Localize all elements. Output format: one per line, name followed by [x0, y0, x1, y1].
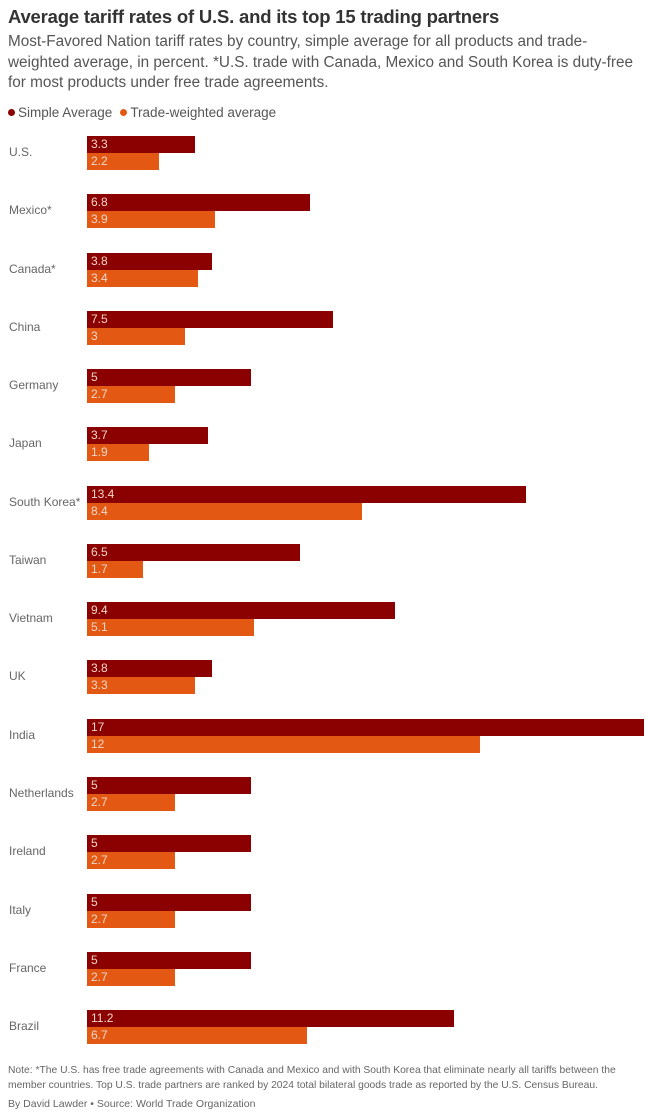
chart-title: Average tariff rates of U.S. and its top…	[8, 6, 500, 27]
bar-trade-weighted: 2.2	[87, 153, 160, 170]
bar-trade-weighted: 2.7	[87, 386, 176, 404]
bar-trade-weighted: 3.9	[87, 211, 215, 229]
data-label: 3.3	[91, 678, 108, 693]
data-label: 2.2	[91, 154, 108, 168]
bar-trade-weighted: 2.7	[87, 852, 176, 870]
bar-simple-average: 13.4	[87, 485, 527, 503]
legend-dot-simple-icon	[8, 109, 15, 116]
category-label: Netherlands	[9, 785, 74, 800]
bar-simple-average: 11.2	[87, 1010, 454, 1028]
category-label: Vietnam	[9, 611, 53, 626]
bar-simple-average: 7.5	[87, 310, 333, 328]
data-label: 8.4	[91, 503, 108, 518]
data-label: 2.7	[91, 853, 108, 868]
bar-trade-weighted: 3.3	[87, 677, 196, 695]
bar-chart: U.S. 3.3 2.2 Mexico* 6.8 3.9 Canada* 3.8 3.4 Chin…	[9, 136, 644, 1045]
category-label: UK	[9, 669, 26, 684]
bar-simple-average: 5	[87, 369, 251, 387]
category-label: France	[9, 960, 47, 975]
data-label: 3.8	[91, 253, 108, 268]
data-label: 5.1	[91, 620, 108, 635]
bar-trade-weighted: 1.9	[87, 444, 150, 462]
category-label: Japan	[9, 436, 42, 451]
bar-trade-weighted: 6.7	[87, 1027, 307, 1045]
data-label: 2.7	[91, 794, 108, 809]
category-label: Brazil	[9, 1019, 40, 1034]
data-label: 5	[91, 370, 98, 385]
data-label: 2.7	[91, 969, 108, 984]
bar-simple-average: 3.3	[87, 136, 196, 153]
category-label: Canada*	[9, 261, 56, 276]
data-label: 12	[91, 736, 105, 751]
data-label: 3.7	[91, 428, 108, 443]
data-label: 2.7	[91, 911, 108, 926]
bar-trade-weighted: 12	[87, 735, 481, 753]
data-label: 6.5	[91, 544, 108, 559]
legend-label-simple: Simple Average	[18, 105, 113, 120]
data-label: 3.9	[91, 212, 108, 227]
bar-trade-weighted: 8.4	[87, 502, 363, 520]
category-label: Taiwan	[9, 552, 47, 567]
bar-simple-average: 3.8	[87, 660, 212, 678]
bar-trade-weighted: 2.7	[87, 910, 176, 928]
bar-trade-weighted: 3	[87, 327, 186, 345]
category-label: India	[9, 727, 36, 742]
bar-trade-weighted: 3.4	[87, 269, 199, 287]
data-label: 1.9	[91, 445, 108, 460]
data-label: 11.2	[91, 1011, 114, 1026]
data-label: 5	[91, 777, 98, 792]
category-label: Italy	[9, 902, 32, 917]
bar-simple-average: 5	[87, 893, 251, 911]
bar-trade-weighted: 5.1	[87, 619, 255, 637]
data-label: 5	[91, 952, 98, 967]
data-label: 3	[91, 328, 98, 343]
bar-simple-average: 3.7	[87, 427, 209, 445]
data-label: 5	[91, 894, 98, 909]
data-label: 5	[91, 836, 98, 851]
legend-item-weighted: Trade-weighted average	[120, 105, 276, 120]
data-label: 6.8	[91, 195, 108, 210]
bar-simple-average: 3.8	[87, 252, 212, 270]
data-label: 7.5	[91, 311, 108, 326]
bar-simple-average: 6.5	[87, 543, 300, 561]
bar-trade-weighted: 2.7	[87, 793, 176, 811]
data-label: 3.8	[91, 661, 108, 676]
category-label: Ireland	[9, 844, 46, 859]
data-label: 2.7	[91, 387, 108, 402]
byline-source: By David Lawder • Source: World Trade Or…	[8, 1098, 256, 1110]
bar-simple-average: 17	[87, 718, 644, 736]
bar-simple-average: 9.4	[87, 602, 395, 620]
category-label: South Korea*	[9, 494, 81, 509]
data-label: 13.4	[91, 486, 115, 501]
legend-item-simple: Simple Average	[8, 105, 112, 120]
data-label: 9.4	[91, 603, 108, 618]
category-label: China	[9, 319, 41, 334]
data-label: 6.7	[91, 1028, 108, 1043]
bar-simple-average: 6.8	[87, 194, 310, 212]
data-label: 3.3	[91, 137, 108, 151]
bar-simple-average: 5	[87, 835, 251, 853]
legend-label-weighted: Trade-weighted average	[130, 105, 277, 120]
chart-note: Note: *The U.S. has free trade agreement…	[8, 1065, 616, 1091]
category-label: Mexico*	[9, 203, 52, 218]
legend-dot-weighted-icon	[120, 109, 128, 116]
data-label: 3.4	[91, 270, 108, 285]
data-label: 17	[91, 719, 105, 734]
bar-trade-weighted: 1.7	[87, 560, 143, 578]
data-label: 1.7	[91, 561, 108, 576]
category-label: Germany	[9, 378, 59, 393]
legend: Simple Average Trade-weighted average	[8, 105, 276, 120]
bar-simple-average: 5	[87, 951, 251, 969]
category-label: U.S.	[9, 145, 33, 159]
chart-subtitle: Most-Favored Nation tariff rates by coun…	[8, 33, 633, 91]
bar-simple-average: 5	[87, 776, 251, 794]
bar-trade-weighted: 2.7	[87, 968, 176, 986]
